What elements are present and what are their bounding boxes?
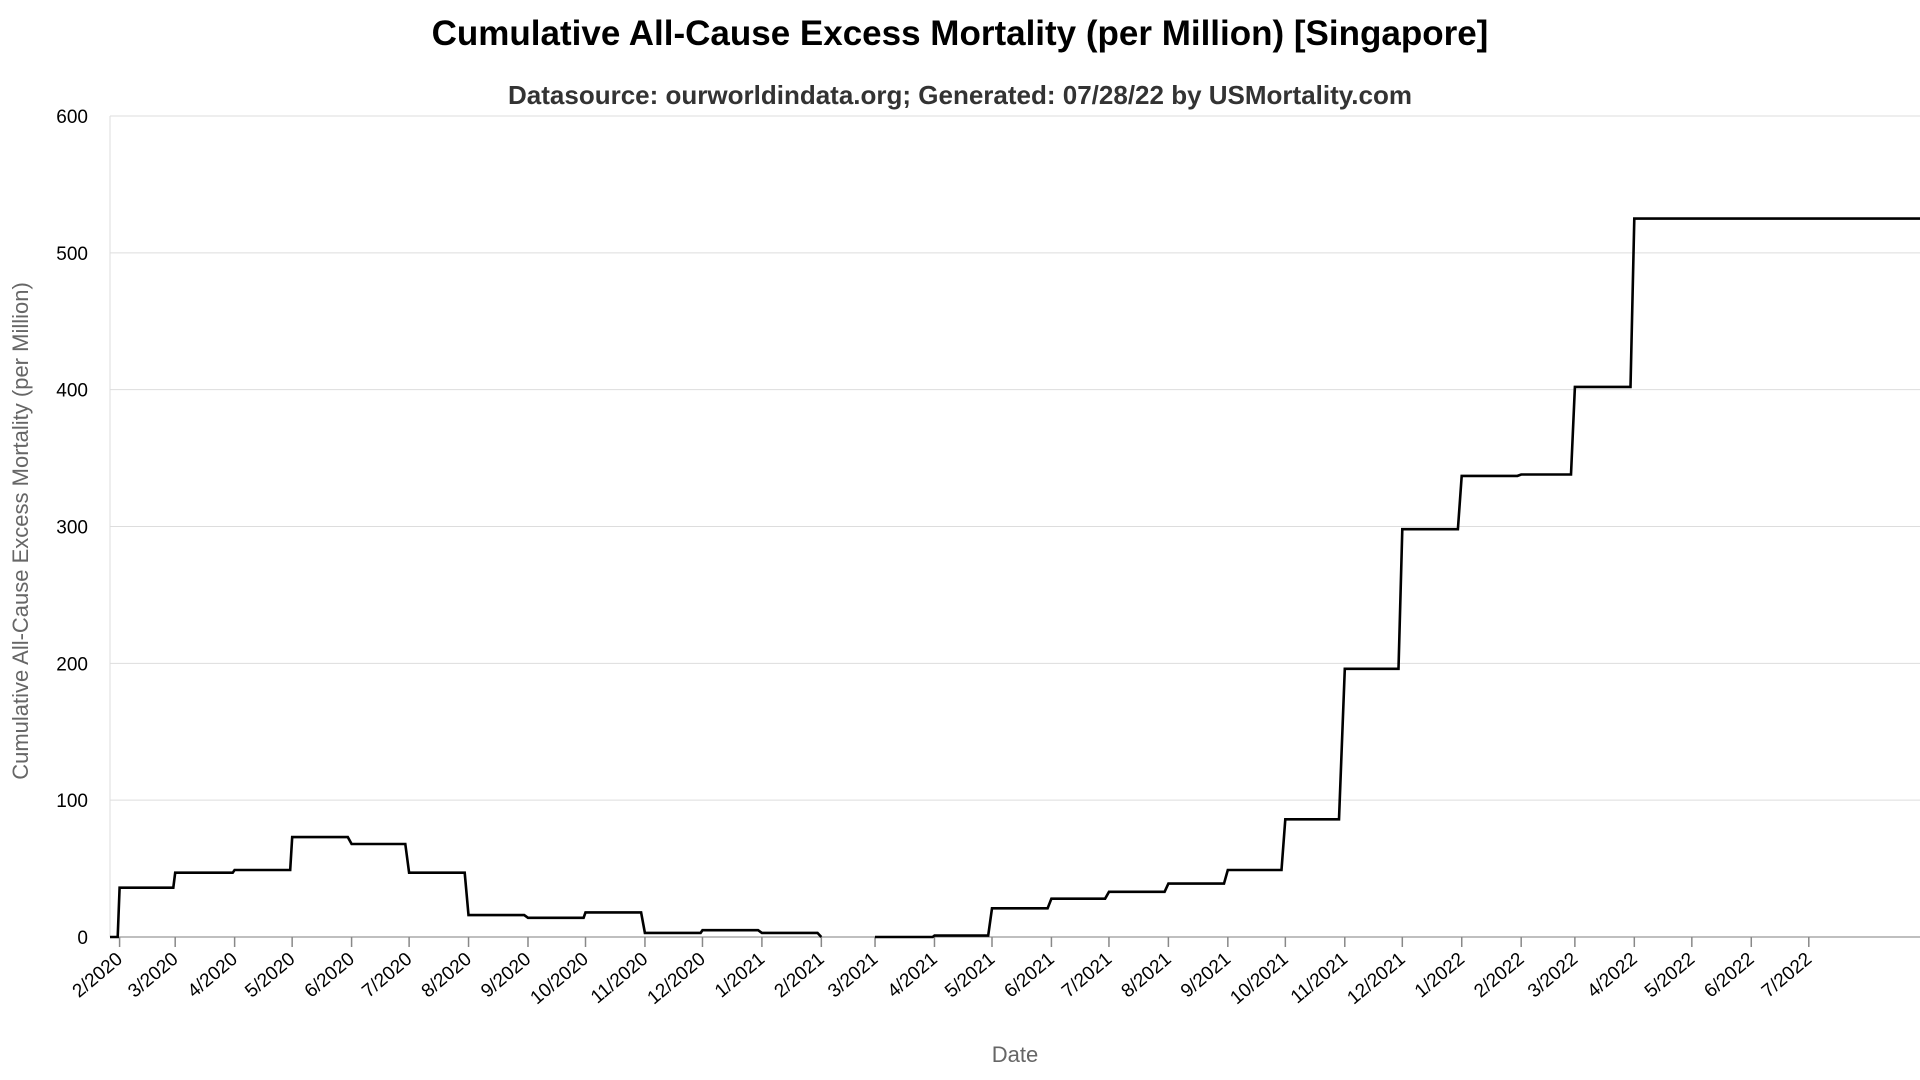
x-tick-label: 11/2020 — [587, 949, 652, 1008]
x-tick-label: 11/2021 — [1287, 949, 1352, 1008]
chart-title: Cumulative All-Cause Excess Mortality (p… — [431, 14, 1489, 53]
grid-lines — [110, 115, 1920, 801]
y-tick-label: 100 — [56, 791, 88, 812]
x-tick-label: 6/2020 — [301, 949, 359, 1002]
series-line-segment — [875, 217, 1920, 939]
series-line-segment — [110, 835, 823, 939]
y-tick-label: 200 — [56, 654, 88, 675]
x-tick-label: 1/2022 — [1411, 949, 1469, 1002]
x-tick-label: 8/2020 — [418, 949, 476, 1002]
x-tick-label: 4/2021 — [884, 949, 942, 1002]
x-tick-label: 5/2022 — [1641, 949, 1699, 1002]
x-tick-label: 12/2020 — [644, 949, 710, 1009]
x-tick-label: 1/2021 — [711, 949, 769, 1002]
x-tick-label: 6/2021 — [1001, 949, 1059, 1002]
x-tick-label: 8/2021 — [1118, 949, 1176, 1002]
x-tick-label: 7/2021 — [1058, 949, 1116, 1002]
data-series — [110, 217, 1920, 939]
y-tick-label: 300 — [56, 518, 88, 539]
x-axis-title: Date — [992, 1042, 1038, 1067]
y-tick-labels: 0 100 200 300 400 500 600 — [56, 107, 88, 949]
x-tick-label: 6/2022 — [1700, 949, 1758, 1002]
x-tick-label: 2/2021 — [771, 949, 829, 1002]
axes — [109, 116, 1920, 947]
x-tick-label: 3/2020 — [124, 949, 182, 1002]
y-tick-label: 500 — [56, 244, 88, 265]
x-tick-label: 4/2020 — [184, 949, 242, 1002]
y-tick-label: 600 — [56, 107, 88, 128]
x-tick-label: 2/2020 — [69, 949, 127, 1002]
x-tick-label: 3/2022 — [1524, 949, 1582, 1002]
y-tick-label: 0 — [77, 928, 88, 949]
x-tick-label: 7/2020 — [358, 949, 416, 1002]
y-axis-title: Cumulative All-Cause Excess Mortality (p… — [8, 282, 33, 780]
x-tick-label: 5/2021 — [941, 949, 999, 1002]
x-tick-label: 3/2021 — [824, 949, 882, 1002]
x-tick-label: 4/2022 — [1584, 949, 1642, 1002]
x-tick-label: 10/2020 — [527, 949, 593, 1009]
chart-subtitle: Datasource: ourworldindata.org; Generate… — [508, 80, 1412, 110]
x-tick-label: 7/2022 — [1758, 949, 1816, 1002]
x-tick-label: 5/2020 — [241, 949, 299, 1002]
y-tick-label: 400 — [56, 381, 88, 402]
x-tick-label: 12/2021 — [1343, 949, 1409, 1009]
x-tick-label: 10/2021 — [1226, 949, 1292, 1009]
x-tick-label: 2/2022 — [1470, 949, 1528, 1002]
